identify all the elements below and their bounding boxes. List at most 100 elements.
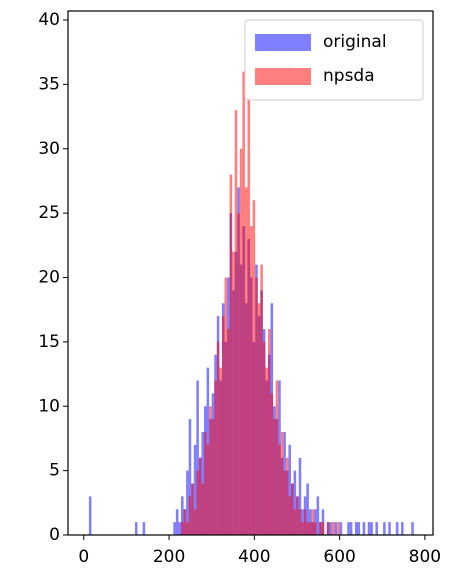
y-tick-label: 0 bbox=[49, 525, 60, 545]
bar bbox=[280, 432, 284, 535]
bar bbox=[334, 522, 338, 535]
bar bbox=[134, 522, 138, 535]
bar bbox=[186, 522, 189, 535]
plot-frame bbox=[67, 10, 434, 536]
bar bbox=[275, 380, 279, 535]
bar bbox=[395, 522, 399, 535]
bar bbox=[196, 470, 199, 535]
bar bbox=[296, 496, 299, 535]
bar bbox=[247, 97, 251, 536]
bar bbox=[216, 341, 220, 535]
bar bbox=[298, 509, 302, 535]
bar bbox=[221, 316, 225, 535]
bar bbox=[204, 432, 207, 535]
x-tick-label: 400 bbox=[238, 547, 270, 567]
bar bbox=[383, 522, 386, 535]
bar bbox=[250, 226, 253, 535]
bar bbox=[293, 470, 297, 535]
bar bbox=[347, 522, 350, 535]
bar bbox=[331, 522, 335, 535]
bar bbox=[283, 470, 286, 535]
bar bbox=[257, 303, 261, 535]
bar bbox=[252, 200, 256, 535]
y-tick-label: 10 bbox=[38, 396, 60, 416]
bar bbox=[193, 509, 197, 535]
bar bbox=[214, 380, 217, 535]
bar bbox=[262, 341, 266, 535]
bar bbox=[201, 483, 205, 535]
x-tick-label: 0 bbox=[78, 547, 89, 567]
bar bbox=[293, 509, 297, 535]
bar bbox=[239, 148, 243, 535]
bar bbox=[349, 522, 353, 535]
bar bbox=[234, 110, 238, 535]
bar bbox=[180, 496, 184, 535]
bar bbox=[306, 483, 309, 535]
bar bbox=[211, 419, 215, 535]
bar bbox=[209, 406, 212, 535]
bar bbox=[401, 522, 404, 535]
x-tick-label: 200 bbox=[153, 547, 185, 567]
bar bbox=[232, 251, 235, 535]
bar bbox=[388, 522, 391, 535]
bar bbox=[357, 522, 361, 535]
bar bbox=[178, 522, 181, 535]
bar bbox=[303, 509, 307, 535]
bar bbox=[198, 457, 202, 535]
bar bbox=[242, 71, 245, 536]
bar bbox=[175, 509, 179, 535]
bar bbox=[278, 444, 281, 535]
legend-label: npsda bbox=[323, 66, 375, 86]
bar bbox=[370, 522, 373, 535]
bar bbox=[329, 522, 332, 535]
legend-swatch bbox=[255, 68, 311, 85]
bar bbox=[229, 174, 233, 535]
bar bbox=[244, 187, 248, 535]
bar bbox=[88, 496, 92, 535]
bar bbox=[219, 367, 222, 535]
bar bbox=[288, 444, 292, 535]
bar bbox=[319, 522, 322, 535]
bar bbox=[183, 509, 187, 535]
bar bbox=[326, 522, 330, 535]
bar bbox=[224, 277, 228, 535]
bar bbox=[362, 522, 366, 535]
bar bbox=[267, 329, 271, 535]
bar bbox=[191, 483, 194, 535]
bar bbox=[270, 393, 274, 535]
y-tick-label: 15 bbox=[38, 332, 60, 352]
bar bbox=[354, 522, 358, 535]
bar bbox=[193, 444, 197, 535]
legend-swatch bbox=[255, 34, 311, 51]
legend-label: original bbox=[323, 32, 387, 52]
bar bbox=[227, 329, 230, 535]
bar bbox=[206, 444, 210, 535]
y-tick-label: 25 bbox=[38, 203, 60, 223]
bar bbox=[188, 496, 192, 535]
y-tick-label: 30 bbox=[38, 139, 60, 159]
bar bbox=[186, 470, 189, 535]
bar bbox=[265, 367, 268, 535]
bar bbox=[314, 522, 317, 535]
bar bbox=[196, 380, 199, 535]
y-tick-label: 5 bbox=[49, 461, 60, 481]
bar bbox=[288, 496, 292, 535]
bar bbox=[308, 522, 312, 535]
bar bbox=[285, 457, 289, 535]
bar bbox=[260, 264, 263, 535]
bar bbox=[142, 522, 146, 535]
bar bbox=[411, 522, 414, 535]
y-tick-label: 35 bbox=[38, 74, 60, 94]
y-tick-label: 20 bbox=[38, 268, 60, 288]
bar bbox=[188, 419, 192, 535]
bar bbox=[306, 522, 309, 535]
y-tick-label: 40 bbox=[38, 10, 60, 30]
bar bbox=[367, 522, 371, 535]
bar bbox=[337, 522, 340, 535]
bar bbox=[291, 483, 294, 535]
bar bbox=[180, 522, 184, 535]
bar bbox=[375, 522, 378, 535]
bar bbox=[173, 522, 176, 535]
bar bbox=[311, 509, 315, 535]
